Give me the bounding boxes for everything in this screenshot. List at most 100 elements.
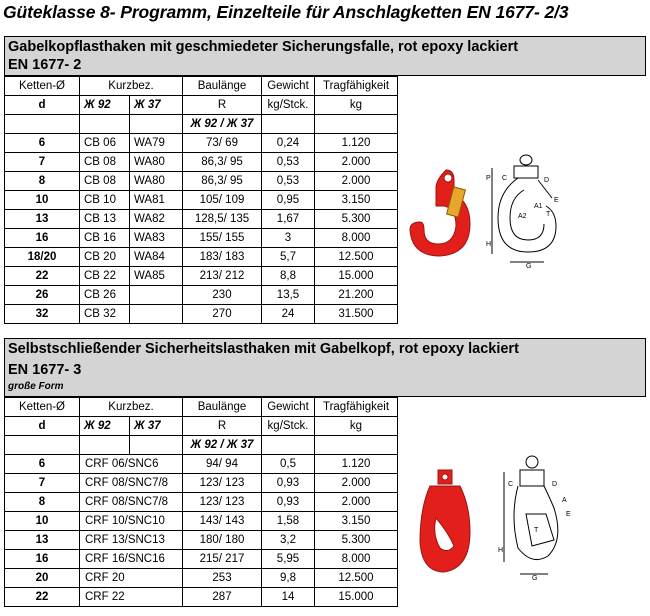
diagram-label-d: D	[552, 481, 557, 488]
section2-standard: EN 1677- 3	[8, 362, 82, 378]
cell-diameter: 6	[4, 133, 80, 153]
table-row: 22 CB 22 WA85 213/ 212 8,8 15.000	[4, 266, 398, 286]
col-header: Baulänge	[182, 76, 262, 96]
cell-code: CRF 06/SNC6	[79, 454, 183, 474]
col-header: Ketten-Ø	[4, 76, 80, 96]
cell-code-92: CB 06	[79, 133, 130, 153]
diagram-label-h: H	[486, 241, 491, 248]
table-row: 16 CB 16 WA83 155/ 155 3 8.000	[4, 228, 398, 248]
cell-weight: 5,95	[261, 549, 315, 569]
cell-code-37: WA82	[129, 209, 183, 229]
cell-code-92: CB 22	[79, 266, 130, 286]
cell-length: 86,3/ 95	[182, 152, 262, 172]
cell-code-92: CB 20	[79, 247, 130, 267]
cell-length: 270	[182, 304, 262, 324]
cell-code-92: CB 32	[79, 304, 130, 324]
cell-weight: 0,53	[261, 152, 315, 172]
cell-length: 253	[182, 568, 262, 588]
empty-cell	[4, 114, 80, 134]
unit-cell: Ж 92	[79, 95, 130, 115]
cell-diameter: 18/20	[4, 247, 80, 267]
table-row: 13 CB 13 WA82 128,5/ 135 1,67 5.300	[4, 209, 398, 229]
cell-capacity: 5.300	[314, 530, 398, 550]
unit-cell: kg	[314, 95, 398, 115]
cell-code: CRF 20	[79, 568, 183, 588]
table-header-row: Ketten-Ø Kurzbez. Baulänge Gewicht Tragf…	[4, 397, 398, 417]
cell-code: CRF 22	[79, 587, 183, 607]
cell-weight: 5,7	[261, 247, 315, 267]
cell-code: CRF 08/SNC7/8	[79, 492, 183, 512]
cell-length: 105/ 109	[182, 190, 262, 210]
cell-code-92: CB 08	[79, 152, 130, 172]
diagram-label-a2: A2	[518, 213, 527, 220]
empty-cell	[79, 435, 130, 455]
cell-capacity: 2.000	[314, 171, 398, 191]
col-header: Kurzbez.	[79, 397, 183, 417]
col-header: Gewicht	[261, 397, 315, 417]
cell-weight: 3	[261, 228, 315, 248]
cell-diameter: 22	[4, 266, 80, 286]
col-header: Gewicht	[261, 76, 315, 96]
diagram-label-t: T	[546, 211, 551, 218]
cell-length: 155/ 155	[182, 228, 262, 248]
cell-capacity: 2.000	[314, 152, 398, 172]
cell-diameter: 7	[4, 473, 80, 493]
cell-length: 128,5/ 135	[182, 209, 262, 229]
cell-diameter: 8	[4, 171, 80, 191]
empty-cell	[129, 114, 183, 134]
cell-length: 86,3/ 95	[182, 171, 262, 191]
table-row: 20 CRF 20 253 9,8 12.500	[4, 568, 398, 588]
cell-code-37: WA83	[129, 228, 183, 248]
cell-diameter: 16	[4, 228, 80, 248]
cell-diameter: 22	[4, 587, 80, 607]
table-row: 8 CRF 08/SNC7/8 123/ 123 0,93 2.000	[4, 492, 398, 512]
col-header: Ketten-Ø	[4, 397, 80, 417]
table-subheader-row: Ж 92 / Ж 37	[4, 435, 398, 455]
table-row: 26 CB 26 230 13,5 21.200	[4, 285, 398, 305]
cell-capacity: 5.300	[314, 209, 398, 229]
cell-length: 123/ 123	[182, 492, 262, 512]
cell-length: 183/ 183	[182, 247, 262, 267]
unit-cell: R	[182, 416, 262, 436]
clevis-hook-photo	[409, 169, 471, 257]
diagram-label-t: T	[534, 527, 539, 534]
unit-cell: Ж 37	[129, 95, 183, 115]
table-row: 32 CB 32 270 24 31.500	[4, 304, 398, 324]
cell-code: CRF 08/SNC7/8	[79, 473, 183, 493]
cell-weight: 8,8	[261, 266, 315, 286]
table-units-row: d Ж 92 Ж 37 R kg/Stck. kg	[4, 416, 398, 436]
diagram-label-h: H	[498, 547, 503, 554]
page-title: Güteklasse 8- Programm, Einzelteile für …	[3, 2, 569, 22]
col-header: Tragfähigkeit	[314, 397, 398, 417]
cell-weight: 0,93	[261, 473, 315, 493]
cell-capacity: 12.500	[314, 247, 398, 267]
diagram-label-g: G	[532, 575, 537, 580]
cell-weight: 9,8	[261, 568, 315, 588]
cell-weight: 0,53	[261, 171, 315, 191]
cell-length: 213/ 212	[182, 266, 262, 286]
cell-code-92: CB 13	[79, 209, 130, 229]
diagram-label-a1: A1	[534, 203, 543, 210]
cell-weight: 0,24	[261, 133, 315, 153]
empty-cell	[314, 114, 398, 134]
cell-code-37: WA85	[129, 266, 183, 286]
cell-diameter: 13	[4, 209, 80, 229]
cell-capacity: 31.500	[314, 304, 398, 324]
table-subheader-row: Ж 92 / Ж 37	[4, 114, 398, 134]
cell-weight: 14	[261, 587, 315, 607]
table-units-row: d Ж 92 Ж 37 R kg/Stck. kg	[4, 95, 398, 115]
cell-weight: 0,93	[261, 492, 315, 512]
cell-capacity: 8.000	[314, 228, 398, 248]
section2-table: Ketten-Ø Kurzbez. Baulänge Gewicht Tragf…	[4, 397, 398, 607]
cell-length: 287	[182, 587, 262, 607]
cell-capacity: 3.150	[314, 190, 398, 210]
cell-weight: 0,5	[261, 454, 315, 474]
unit-cell: d	[4, 416, 80, 436]
cell-code-92: CB 08	[79, 171, 130, 191]
cell-length: 94/ 94	[182, 454, 262, 474]
diagram-label-e: E	[566, 511, 571, 518]
table-row: 8 CB 08 WA80 86,3/ 95 0,53 2.000	[4, 171, 398, 191]
safety-hook-diagram: C D A E T H G	[498, 455, 571, 580]
cell-code-37	[129, 285, 183, 305]
cell-capacity: 3.150	[314, 511, 398, 531]
